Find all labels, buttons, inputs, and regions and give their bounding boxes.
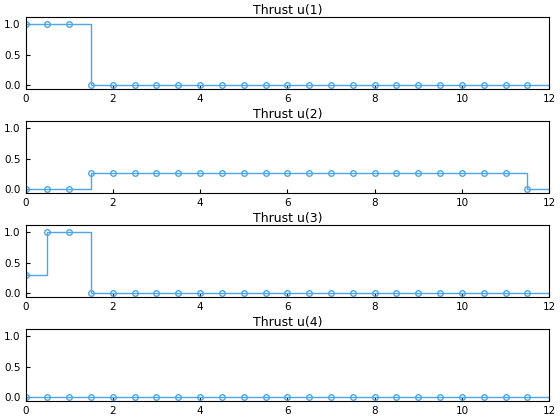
- Title: Thrust u(3): Thrust u(3): [253, 212, 322, 225]
- Title: Thrust u(2): Thrust u(2): [253, 108, 322, 121]
- Title: Thrust u(1): Thrust u(1): [253, 4, 322, 17]
- Title: Thrust u(4): Thrust u(4): [253, 316, 322, 329]
